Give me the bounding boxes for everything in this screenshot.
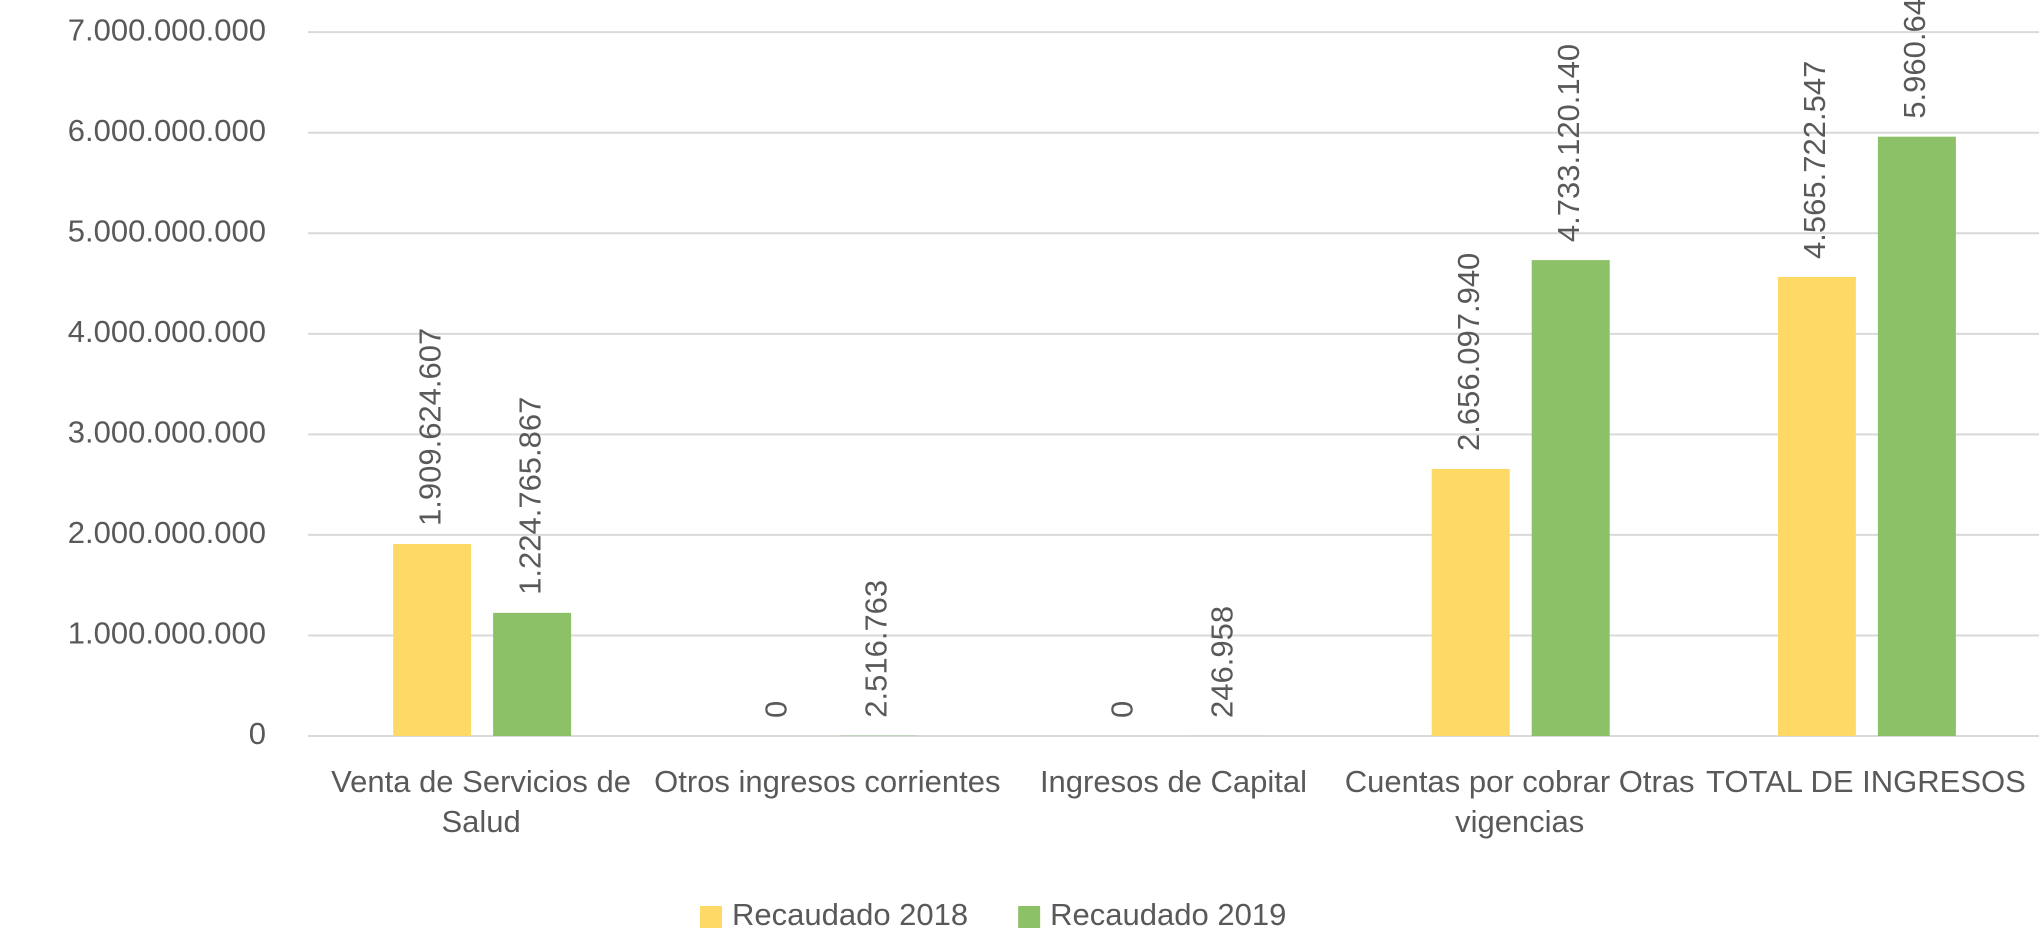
data-label: 1.909.624.607 bbox=[412, 328, 447, 526]
legend-label: Recaudado 2018 bbox=[732, 897, 968, 932]
data-label: 4.733.120.140 bbox=[1551, 44, 1586, 242]
bar bbox=[393, 543, 472, 736]
y-tick-label: 3.000.000.000 bbox=[68, 415, 266, 450]
y-tick-label: 1.000.000.000 bbox=[68, 616, 266, 651]
x-tick-label-box: Cuentas por cobrar Otras vigencias bbox=[1344, 764, 1695, 839]
y-tick-label: 6.000.000.000 bbox=[68, 113, 266, 148]
legend-label: Recaudado 2019 bbox=[1050, 897, 1286, 932]
data-label: 0 bbox=[758, 701, 793, 718]
bar bbox=[493, 612, 572, 736]
x-tick-label-box: Ingresos de Capital bbox=[1039, 764, 1308, 799]
x-tick-label: Venta de Servicios de Salud bbox=[331, 764, 632, 839]
data-label: 0 bbox=[1105, 701, 1140, 718]
data-label: 2.656.097.940 bbox=[1451, 253, 1486, 451]
x-tick-label-box: TOTAL DE INGRESOS bbox=[1705, 764, 2026, 799]
x-tick-label: TOTAL DE INGRESOS bbox=[1705, 764, 2026, 799]
data-label: 1.224.765.867 bbox=[512, 397, 547, 595]
data-label: 5.960.649.728 bbox=[1897, 0, 1932, 119]
x-tick-label: Cuentas por cobrar Otras vigencias bbox=[1344, 764, 1695, 839]
y-tick-label: 5.000.000.000 bbox=[68, 213, 266, 248]
legend-swatch bbox=[1018, 906, 1041, 928]
y-tick-label: 2.000.000.000 bbox=[68, 515, 266, 550]
y-tick-label: 4.000.000.000 bbox=[68, 314, 266, 349]
x-tick-label-box: Otros ingresos corrientes bbox=[654, 764, 1001, 799]
data-label: 2.516.763 bbox=[858, 580, 893, 718]
bar bbox=[1431, 468, 1510, 736]
legend-swatch bbox=[700, 906, 722, 928]
bar bbox=[1777, 276, 1856, 736]
bar bbox=[1877, 136, 1956, 736]
data-label: 4.565.722.547 bbox=[1797, 61, 1832, 259]
x-tick-label-box: Venta de Servicios de Salud bbox=[331, 764, 632, 839]
y-tick-label: 0 bbox=[249, 716, 266, 751]
y-tick-label: 7.000.000.000 bbox=[68, 12, 266, 47]
x-tick-label: Otros ingresos corrientes bbox=[654, 764, 1001, 799]
data-label: 246.958 bbox=[1205, 606, 1240, 718]
bar bbox=[1531, 260, 1610, 736]
x-tick-label: Ingresos de Capital bbox=[1039, 764, 1308, 799]
